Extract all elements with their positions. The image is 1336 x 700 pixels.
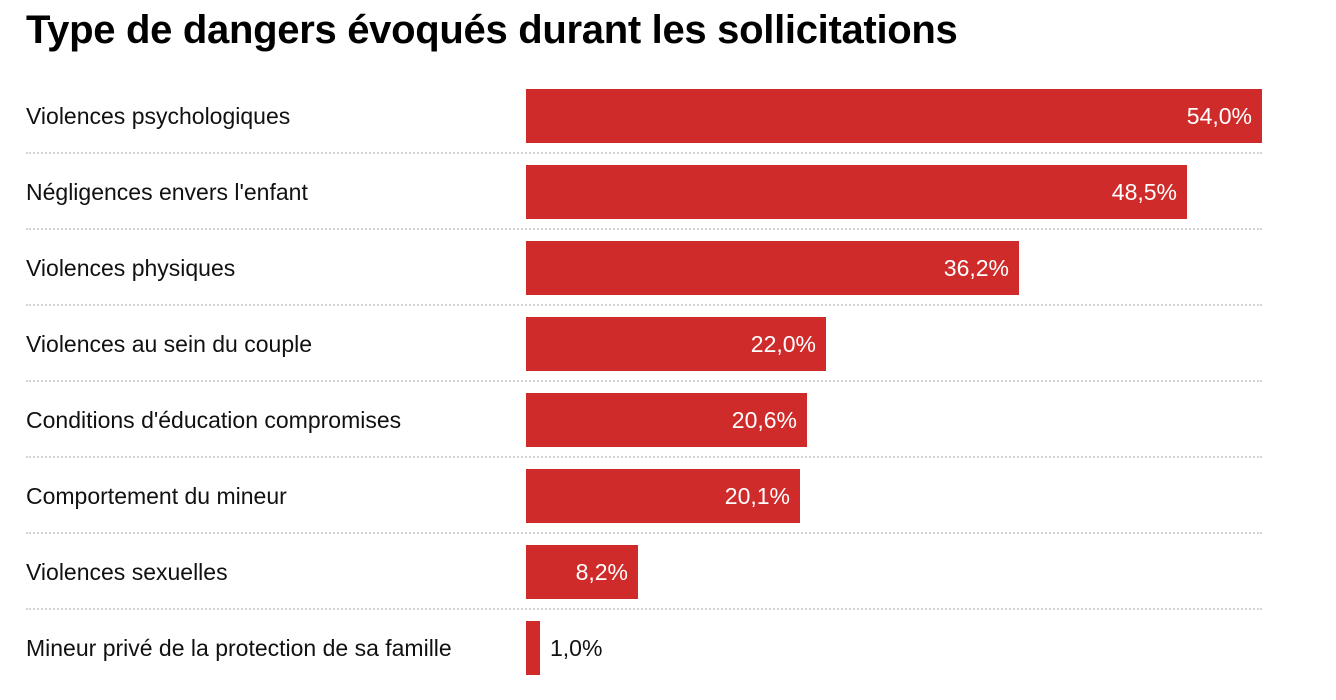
bar [526,89,1262,143]
bar-row: Mineur privé de la protection de sa fami… [26,621,1262,697]
value-label: 8,2% [575,559,628,585]
bar [526,621,540,675]
bar [526,545,638,599]
category-label: Mineur privé de la protection de sa fami… [26,635,452,661]
bar [526,469,800,523]
value-label: 20,1% [724,483,790,509]
category-label: Comportement du mineur [26,483,287,509]
bar-row: Comportement du mineur 20,1% [26,469,1262,545]
bar-row: Négligences envers l'enfant 48,5% [26,165,1262,241]
bar-row: Violences physiques 36,2% [26,241,1262,317]
category-label: Violences physiques [26,255,236,281]
bar [526,241,1019,295]
chart-title: Type de dangers évoqués durant les solli… [26,8,958,52]
row-divider [26,532,1262,534]
value-label: 54,0% [1186,103,1252,129]
category-label: Violences sexuelles [26,559,228,585]
row-divider [26,608,1262,610]
bar [526,317,826,371]
value-label: 48,5% [1111,179,1177,205]
bar-row: Violences au sein du couple 22,0% [26,317,1262,393]
category-label: Négligences envers l'enfant [26,179,308,205]
row-divider [26,228,1262,230]
value-label: 1,0% [550,635,603,661]
category-label: Conditions d'éducation compromises [26,407,402,433]
value-label: 20,6% [731,407,797,433]
bar-row: Violences psychologiques 54,0% [26,89,1262,165]
category-label: Violences au sein du couple [26,331,313,357]
value-label: 22,0% [750,331,816,357]
row-divider [26,380,1262,382]
row-divider [26,456,1262,458]
value-label: 36,2% [943,255,1009,281]
bar-row: Conditions d'éducation compromises 20,6% [26,393,1262,469]
row-divider [26,304,1262,306]
bar-row: Violences sexuelles 8,2% [26,545,1262,621]
bar [526,393,807,447]
category-label: Violences psychologiques [26,103,291,129]
bar [526,165,1187,219]
row-divider [26,152,1262,154]
